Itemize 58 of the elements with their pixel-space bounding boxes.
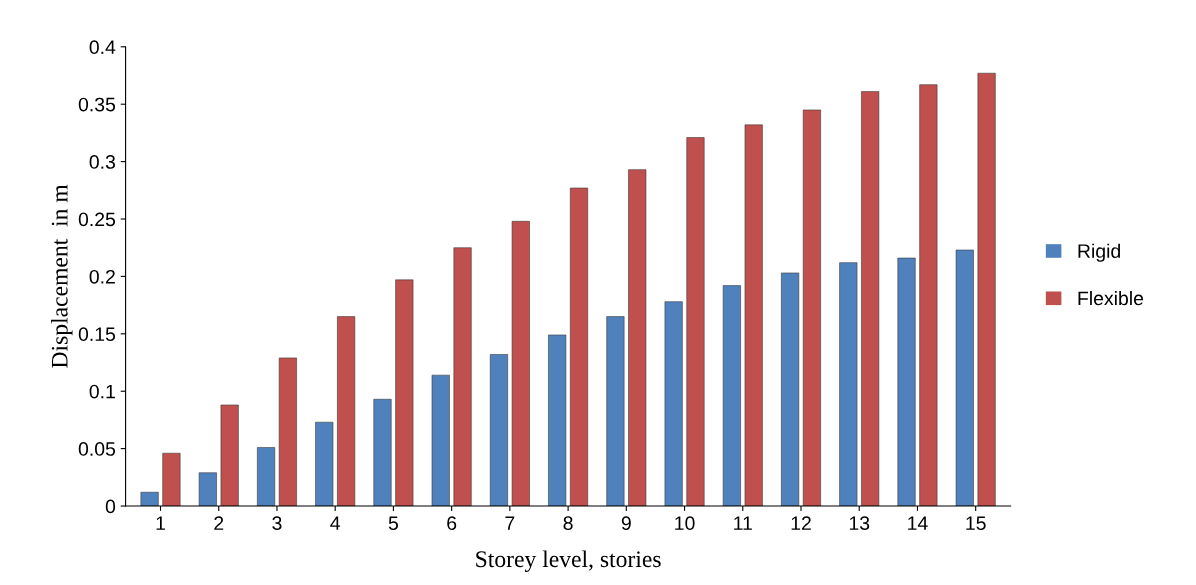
x-tick-label: 3	[272, 516, 282, 531]
x-axis-title: Storey level, stories	[476, 550, 661, 573]
x-tick-label: 6	[447, 516, 457, 531]
bar	[664, 301, 683, 507]
x-tick-label: 15	[966, 516, 986, 531]
x-tick-label: 14	[908, 516, 928, 530]
bar	[839, 262, 858, 507]
bar	[570, 187, 589, 507]
bar	[628, 169, 647, 507]
x-tick-label: 7	[505, 516, 515, 530]
x-tick-label: 1	[156, 516, 165, 530]
bar	[315, 421, 334, 507]
bar	[140, 491, 159, 507]
bar	[220, 404, 239, 507]
x-tick-label: 10	[675, 516, 695, 531]
x-tick-label: 9	[621, 516, 631, 531]
bar	[781, 272, 800, 507]
x-tick-label: 5	[388, 516, 399, 531]
bar	[955, 249, 974, 507]
bar	[431, 374, 450, 507]
bar	[802, 109, 821, 507]
legend-label: Flexible	[1078, 291, 1144, 306]
bar	[861, 91, 880, 507]
bar	[606, 316, 625, 507]
bar	[686, 137, 705, 507]
bar	[198, 472, 217, 507]
bar	[722, 285, 741, 507]
bar	[337, 316, 356, 507]
bar	[897, 257, 916, 507]
legend-label: Rigid	[1078, 243, 1120, 262]
y-tick-label: 0.4	[89, 40, 116, 55]
bar	[373, 398, 392, 507]
x-tick-label: 13	[849, 516, 870, 531]
bar	[162, 452, 181, 507]
bar	[548, 334, 567, 507]
x-tick-label: 4	[330, 516, 341, 530]
x-tick-label: 11	[734, 516, 752, 530]
y-tick-label: 0.3	[89, 155, 116, 169]
x-tick-label: 12	[791, 516, 811, 530]
y-tick-label: 0.2	[89, 269, 115, 284]
y-tick-label: 0.05	[78, 442, 116, 456]
x-tick-label: 2	[214, 516, 224, 530]
bar	[395, 279, 414, 507]
bar	[919, 84, 938, 507]
bar	[977, 72, 996, 507]
y-tick-label: 0.1	[89, 384, 115, 399]
y-axis-title: Displacement in m	[51, 184, 73, 368]
y-tick-label: 0.15	[78, 327, 116, 342]
y-tick-label: 0	[105, 499, 116, 514]
y-tick-label: 0.25	[78, 212, 116, 227]
bar	[744, 124, 763, 507]
bar	[278, 357, 297, 507]
bar	[511, 221, 530, 507]
y-tick-label: 0.35	[78, 97, 116, 112]
bar	[489, 354, 508, 507]
bar	[453, 247, 472, 507]
bar	[257, 447, 276, 507]
x-tick-label: 8	[563, 516, 573, 531]
